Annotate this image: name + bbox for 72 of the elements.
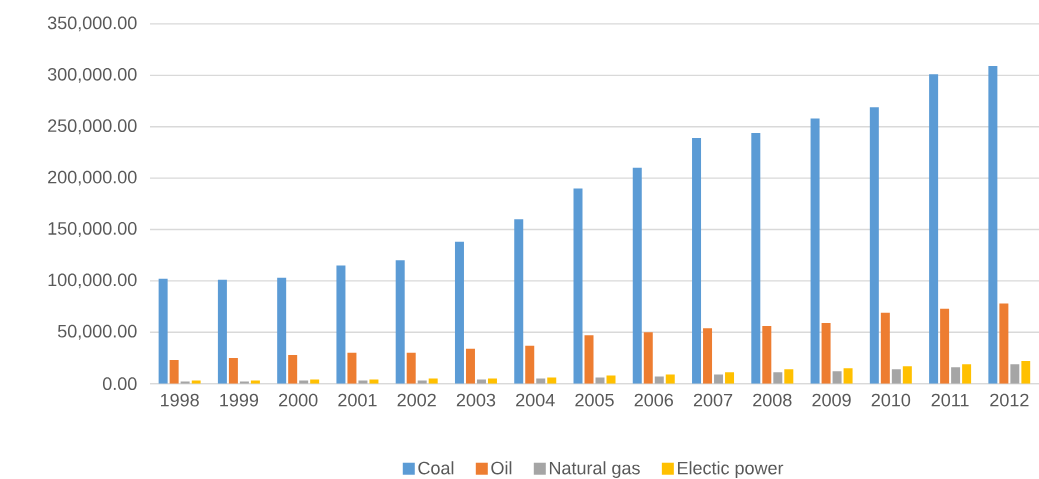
bar	[999, 303, 1009, 384]
bar	[228, 357, 238, 384]
y-tick-label: 0.00	[102, 377, 137, 391]
bar	[751, 132, 761, 384]
bar	[277, 277, 287, 384]
y-tick-label: 50,000.00	[57, 324, 137, 340]
bar	[843, 368, 853, 384]
bar	[902, 366, 912, 384]
bar	[632, 167, 642, 384]
bar	[665, 374, 675, 384]
y-tick-label: 350,000.00	[47, 16, 137, 32]
bar	[988, 66, 998, 384]
x-tick-label: 2012	[990, 393, 1029, 407]
y-tick-label: 100,000.00	[48, 273, 137, 289]
y-tick-label: 250,000.00	[48, 119, 137, 135]
bar	[821, 323, 831, 384]
y-tick-label: 150,000.00	[48, 222, 137, 237]
bar	[703, 328, 713, 384]
bar	[158, 278, 168, 384]
legend-label: Oil	[491, 461, 512, 475]
bar	[692, 138, 702, 384]
bar	[606, 375, 616, 384]
y-tick-label: 300,000.00	[47, 67, 137, 83]
bar	[525, 345, 535, 384]
x-tick-label: 2004	[516, 393, 555, 407]
x-tick-label: 2008	[753, 393, 792, 407]
x-tick-label: 2005	[575, 393, 614, 407]
bar	[465, 348, 475, 384]
bar	[395, 260, 405, 384]
bar	[869, 107, 879, 384]
bar	[929, 74, 939, 384]
bar	[1010, 364, 1020, 384]
bar	[940, 308, 950, 384]
x-tick-label: 2000	[279, 393, 318, 407]
x-tick-label: 2001	[338, 393, 377, 407]
bar	[951, 367, 961, 384]
bar	[810, 118, 820, 384]
bar	[880, 312, 890, 384]
bar	[832, 371, 842, 384]
x-tick-label: 2011	[931, 393, 969, 407]
bar	[725, 372, 735, 384]
bar	[288, 354, 298, 384]
legend-label: Natural gas	[549, 461, 640, 478]
legend-label: Electic power	[678, 461, 784, 478]
x-tick-label: 1998	[160, 393, 199, 407]
x-tick-label: 2003	[456, 393, 496, 407]
bar	[654, 376, 664, 384]
bar	[336, 265, 346, 384]
bar	[347, 352, 357, 384]
bar	[1021, 361, 1031, 384]
x-tick-label: 2002	[397, 393, 436, 407]
bar	[406, 352, 416, 384]
bar	[714, 374, 724, 384]
bar	[217, 279, 227, 384]
bar	[643, 332, 653, 384]
bar	[514, 219, 524, 384]
bar	[891, 369, 901, 384]
bar	[962, 364, 972, 384]
x-tick-label: 2007	[693, 393, 733, 407]
bar	[584, 335, 594, 384]
bar	[573, 188, 583, 384]
bar	[454, 241, 464, 384]
bar	[773, 372, 783, 384]
x-tick-label: 2009	[812, 393, 851, 407]
y-tick-label: 200,000.00	[48, 170, 137, 186]
x-tick-label: 2010	[871, 393, 911, 407]
bar	[762, 326, 772, 384]
bar	[169, 360, 179, 384]
legend-label: Coal	[418, 461, 454, 475]
bar	[784, 369, 794, 384]
x-tick-label: 2006	[634, 393, 673, 407]
x-tick-label: 1999	[220, 393, 259, 407]
